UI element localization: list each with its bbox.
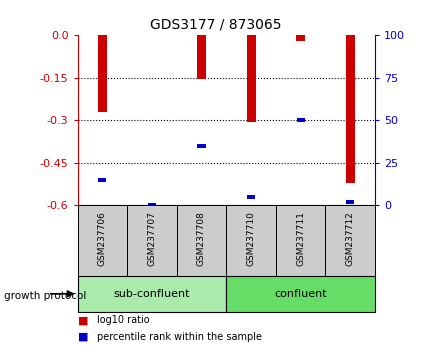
Text: GSM237710: GSM237710 <box>246 211 255 266</box>
Bar <box>77 276 226 312</box>
Bar <box>246 195 255 199</box>
Bar <box>98 178 106 182</box>
Bar <box>325 205 374 276</box>
Text: GSM237711: GSM237711 <box>295 211 304 266</box>
Text: growth protocol: growth protocol <box>4 291 86 301</box>
Text: GSM237712: GSM237712 <box>345 211 354 266</box>
Bar <box>246 35 255 122</box>
Bar <box>77 205 127 276</box>
Bar <box>127 205 176 276</box>
Bar <box>226 205 275 276</box>
Bar <box>226 276 374 312</box>
Bar <box>147 203 156 207</box>
Bar <box>197 144 205 148</box>
Text: GSM237708: GSM237708 <box>197 211 206 266</box>
Text: confluent: confluent <box>273 289 326 299</box>
Bar <box>345 35 354 183</box>
Text: ■: ■ <box>77 315 88 325</box>
Text: percentile rank within the sample: percentile rank within the sample <box>97 332 261 342</box>
Text: log10 ratio: log10 ratio <box>97 315 149 325</box>
Bar <box>197 35 206 79</box>
Bar <box>345 200 353 204</box>
Bar <box>296 118 304 122</box>
Text: GSM237707: GSM237707 <box>147 211 156 266</box>
Text: ■: ■ <box>77 332 88 342</box>
Bar <box>176 205 226 276</box>
Text: GDS3177 / 873065: GDS3177 / 873065 <box>149 18 281 32</box>
Bar <box>98 35 107 112</box>
Bar <box>295 35 304 41</box>
Text: GSM237706: GSM237706 <box>98 211 107 266</box>
Bar <box>275 205 325 276</box>
Text: sub-confluent: sub-confluent <box>114 289 190 299</box>
